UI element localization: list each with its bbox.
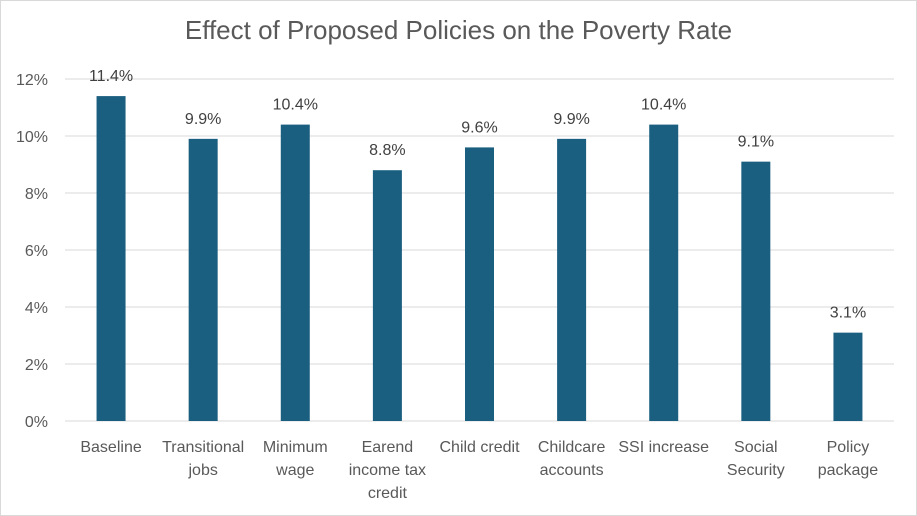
data-label: 10.4% [641, 97, 686, 114]
x-tick-label: Earend [362, 439, 414, 456]
data-label: 10.4% [273, 97, 318, 114]
x-tick-label: Transitional [162, 439, 244, 456]
x-tick-label: Policy [827, 439, 870, 456]
bar [741, 161, 771, 421]
x-tick-label: Baseline [80, 439, 141, 456]
x-tick-label: package [818, 462, 879, 479]
y-tick-label: 2% [25, 357, 48, 374]
data-label: 11.4% [89, 68, 133, 85]
x-tick-label: Minimum [263, 439, 328, 456]
bar [557, 138, 587, 421]
x-tick-label: SSI increase [618, 439, 709, 456]
y-tick-label: 8% [25, 186, 48, 203]
bar [96, 96, 126, 421]
x-tick-label: Child credit [439, 439, 520, 456]
y-axis-ticks: 0% 2% 4% 6% 8% 10% 12% [16, 72, 48, 431]
data-label: 8.8% [369, 142, 405, 159]
bar [188, 138, 218, 421]
data-label: 9.9% [185, 111, 221, 128]
x-tick-label: Social [734, 439, 778, 456]
bar [465, 147, 494, 421]
chart-title: Effect of Proposed Policies on the Pover… [184, 15, 733, 45]
bar [649, 124, 679, 421]
data-label: 9.6% [461, 119, 497, 136]
x-tick-label: jobs [187, 462, 217, 479]
x-tick-label: credit [368, 485, 408, 502]
data-labels: 11.4% 9.9% 10.4% 8.8% 9.6% 9.9% 10.4% 9.1% 3.1% [89, 68, 866, 322]
x-tick-label: accounts [540, 462, 604, 479]
x-axis-labels: Baseline Transitional jobs Minimum wage Earen… [80, 439, 878, 502]
y-tick-label: 12% [16, 72, 48, 89]
bar [833, 332, 863, 421]
y-tick-label: 0% [25, 414, 48, 431]
x-tick-label: Childcare [538, 439, 606, 456]
bar [280, 124, 310, 421]
x-tick-label: wage [275, 462, 314, 479]
y-tick-label: 10% [16, 129, 48, 146]
x-tick-label: Security [727, 462, 785, 479]
y-tick-label: 4% [25, 300, 48, 317]
y-tick-label: 6% [25, 243, 48, 260]
bar [372, 170, 402, 421]
data-label: 9.9% [553, 111, 589, 128]
data-label: 3.1% [830, 305, 866, 322]
bars [96, 96, 863, 421]
x-tick-label: income tax [349, 462, 426, 479]
data-label: 9.1% [738, 134, 774, 151]
